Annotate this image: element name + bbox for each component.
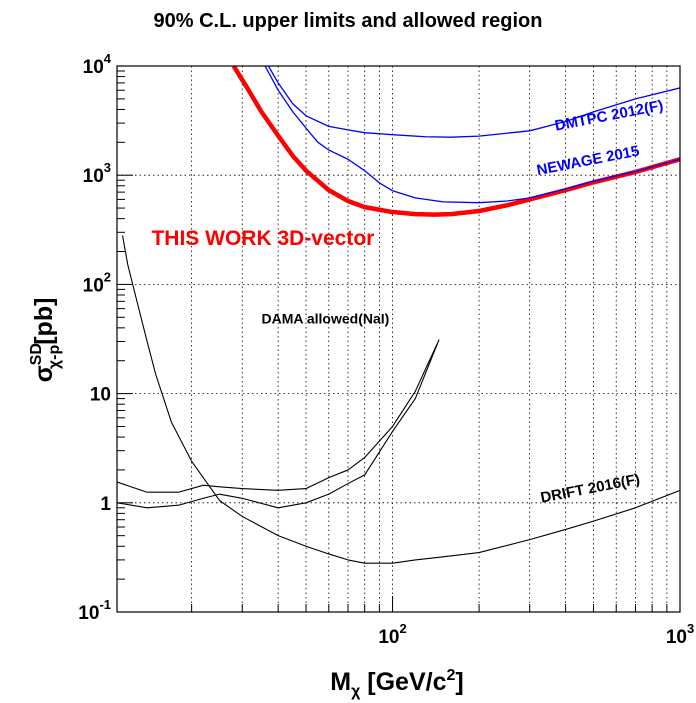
- label-this-work-3d-vector: THIS WORK 3D-vector: [151, 227, 374, 250]
- y-tick-label-exp: -1: [99, 597, 111, 612]
- y-axis-label-sub: χ-p: [46, 345, 63, 370]
- y-tick-label-base: 10: [83, 57, 104, 78]
- y-tick-label-base: 10: [90, 385, 111, 406]
- label-dama-allowed-nai: DAMA allowed(NaI): [261, 310, 389, 326]
- y-tick-label: 10: [90, 385, 111, 406]
- y-tick-label: 102: [83, 269, 111, 296]
- y-axis-label-unit: [pb]: [30, 298, 58, 345]
- y-tick-label-base: 10: [78, 603, 99, 624]
- x-tick-label-exp: 3: [687, 621, 694, 636]
- x-tick-label-base: 10: [666, 627, 687, 648]
- y-tick-label: 1: [100, 494, 111, 515]
- y-axis-label: σSDχ-p[pb]: [28, 298, 63, 383]
- x-tick-label: 103: [666, 621, 694, 648]
- plot-frame: [117, 66, 680, 612]
- series-line-dmtpc-2012-f: [268, 66, 680, 137]
- x-axis-label: Mχ [GeV/c2]: [330, 667, 463, 700]
- y-tick-label-base: 1: [100, 494, 111, 515]
- x-tick-label: 102: [378, 621, 406, 648]
- y-tick-label-exp: 3: [104, 160, 111, 175]
- series-line-newage-2015: [265, 66, 680, 203]
- y-tick-label: 103: [83, 160, 111, 187]
- x-tick-label-base: 10: [378, 627, 399, 648]
- y-tick-label: 10-1: [78, 597, 111, 624]
- x-tick-label-exp: 2: [400, 621, 407, 636]
- series-line-dama-allowed-nai: [117, 340, 439, 508]
- x-axis-label-base: M: [330, 668, 351, 696]
- label-dmtpc-2012-f: DMTPC 2012(F): [553, 97, 664, 135]
- x-axis-label-unit-post: ]: [455, 668, 463, 696]
- y-tick-label-exp: 2: [104, 269, 111, 284]
- y-axis-label-sup: SD: [28, 343, 45, 365]
- x-axis-label-unit-pre: [GeV/c: [360, 668, 446, 696]
- label-drift-2016-f: DRIFT 2016(F): [539, 471, 641, 507]
- series-line-this-work-3d-vector: [234, 66, 680, 215]
- y-tick-label-exp: 4: [104, 51, 112, 66]
- x-axis-label-unit-sup: 2: [446, 667, 455, 684]
- y-tick-label-base: 10: [83, 275, 104, 296]
- y-tick-label: 104: [83, 51, 112, 78]
- y-tick-label-base: 10: [83, 166, 104, 187]
- grid: [117, 66, 680, 612]
- chart-title: 90% C.L. upper limits and allowed region: [154, 10, 543, 32]
- axes-frame: [117, 66, 680, 612]
